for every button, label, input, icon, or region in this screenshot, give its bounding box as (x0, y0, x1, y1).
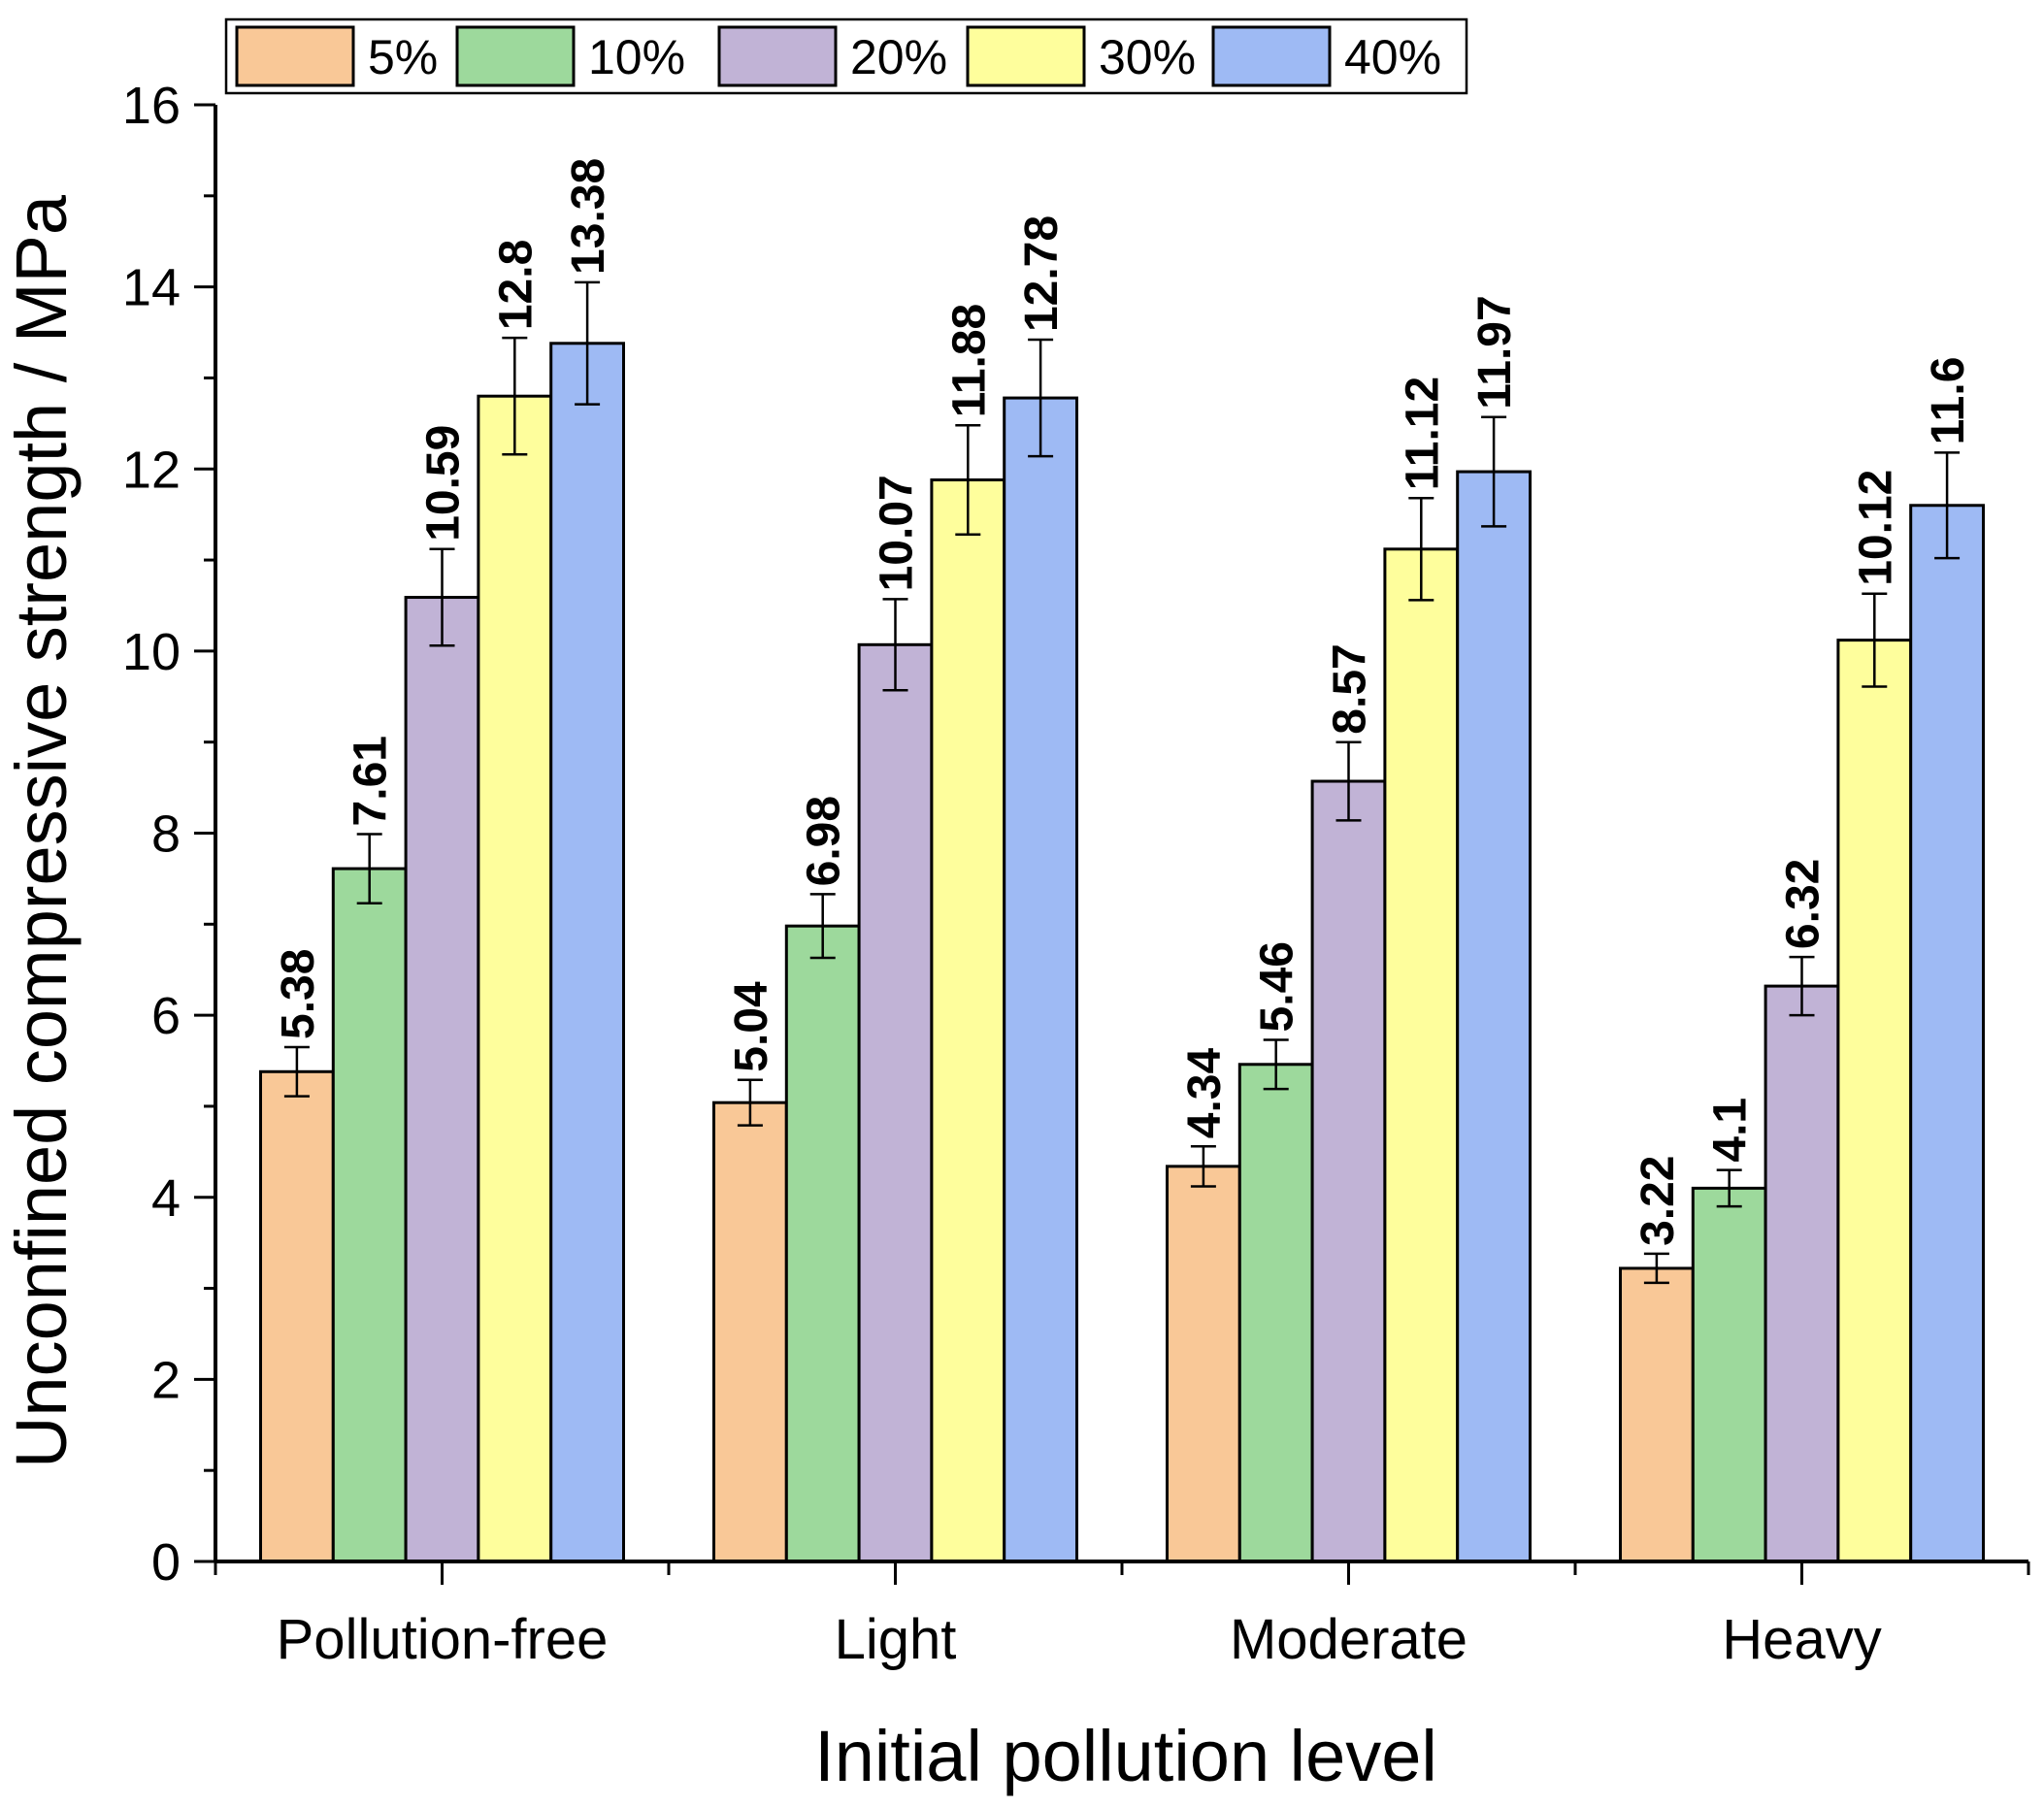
error-bar (1190, 1144, 1216, 1188)
data-label: 8.57 (1325, 643, 1376, 734)
data-label: 4.34 (1179, 1047, 1231, 1138)
error-bar (1408, 497, 1434, 602)
data-label: 10.59 (418, 425, 470, 542)
y-axis-title: Unconfined compressive strength / MPa (1, 194, 82, 1468)
legend-label: 30% (1099, 30, 1196, 84)
bar-40pct-light (1003, 396, 1078, 1563)
data-label: 12.78 (1016, 215, 1068, 332)
error-bar (1263, 1038, 1289, 1091)
legend-swatch (455, 25, 576, 87)
error-bar (809, 893, 836, 960)
bar-20pct-heavy (1764, 984, 1840, 1563)
data-label: 7.61 (346, 736, 397, 826)
error-bar (1789, 955, 1815, 1017)
y-tick-label: 16 (122, 77, 181, 135)
legend-label: 10% (588, 30, 685, 84)
x-tick-label: Moderate (1230, 1608, 1467, 1671)
x-axis-title: Initial pollution level (814, 1716, 1437, 1796)
bar-30pct-light (930, 478, 1006, 1563)
error-bars-layer (283, 280, 1961, 1285)
bar-5pct-pollution-free (259, 1069, 335, 1563)
bars-layer (259, 342, 1985, 1563)
y-tick-label: 10 (122, 623, 181, 681)
data-label: 11.6 (1923, 357, 1974, 445)
error-bar (1934, 451, 1961, 560)
error-bar (1716, 1168, 1742, 1208)
data-label: 6.98 (799, 796, 850, 886)
legend-label: 20% (850, 30, 947, 84)
y-tick-label: 0 (151, 1533, 181, 1592)
legend-swatch (717, 25, 838, 87)
error-bar (356, 833, 382, 904)
x-tick-label: Pollution-free (277, 1608, 609, 1671)
error-bar (1335, 740, 1362, 822)
axes-layer: 0 2 4 6 8 10 12 14 16 Pollution-free Light Moderate… (122, 77, 2030, 1671)
y-tick-label: 12 (122, 441, 181, 499)
data-labels-layer: 5.38 5.04 4.34 3.22 7.61 6.98 5.46 4.1 10.59 10.0… (273, 158, 1974, 1246)
bar-40pct-pollution-free (549, 342, 626, 1563)
error-bar (1643, 1252, 1669, 1285)
data-label: 5.38 (273, 949, 324, 1039)
legend: 5% 10% 20% 30% 40% (224, 17, 1468, 95)
bar-20pct-pollution-free (404, 596, 480, 1563)
legend-swatch (235, 25, 355, 87)
data-label: 10.12 (1850, 470, 1901, 586)
data-label: 13.38 (563, 158, 614, 275)
data-label: 11.12 (1397, 377, 1448, 490)
y-tick-label: 14 (122, 259, 181, 317)
error-bar (1862, 592, 1888, 688)
bar-5pct-heavy (1619, 1266, 1695, 1563)
data-label: 5.04 (726, 981, 777, 1072)
legend-swatch (1211, 25, 1332, 87)
y-tick-label: 2 (151, 1351, 181, 1409)
bar-10pct-moderate (1237, 1063, 1314, 1563)
error-bar (882, 598, 908, 692)
data-label: 11.97 (1469, 295, 1521, 409)
error-bar (502, 336, 528, 456)
data-label: 3.22 (1632, 1155, 1684, 1245)
data-label: 4.1 (1705, 1098, 1757, 1163)
bar-5pct-moderate (1166, 1165, 1241, 1563)
error-bar (575, 280, 601, 406)
error-bar (737, 1078, 763, 1127)
data-label: 10.07 (872, 475, 923, 591)
bar-30pct-pollution-free (477, 394, 553, 1563)
data-label: 6.32 (1778, 859, 1830, 949)
legend-label: 5% (368, 30, 438, 84)
error-bar (429, 547, 455, 647)
bar-5pct-light (712, 1101, 788, 1563)
y-tick-label: 6 (151, 987, 181, 1045)
legend-swatch (966, 25, 1086, 87)
bar-10pct-heavy (1691, 1186, 1767, 1563)
bar-20pct-light (857, 642, 934, 1563)
bar-30pct-moderate (1383, 547, 1460, 1563)
bar-10pct-pollution-free (331, 867, 408, 1563)
error-bar (955, 423, 981, 537)
error-bar (1028, 338, 1054, 458)
bar-20pct-moderate (1310, 779, 1387, 1563)
bar-10pct-light (784, 924, 861, 1563)
bar-30pct-heavy (1836, 639, 1913, 1563)
bar-40pct-moderate (1456, 470, 1532, 1563)
x-tick-label: Light (835, 1608, 957, 1671)
y-tick-label: 8 (151, 805, 181, 864)
y-tick-label: 4 (151, 1169, 181, 1228)
bar-40pct-heavy (1909, 504, 1985, 1563)
legend-label: 40% (1344, 30, 1441, 84)
data-label: 5.46 (1252, 941, 1303, 1032)
data-label: 11.88 (943, 304, 995, 417)
error-bar (1481, 415, 1507, 528)
error-bar (283, 1045, 310, 1098)
data-label: 12.8 (490, 240, 542, 330)
x-tick-label: Heavy (1722, 1608, 1881, 1671)
